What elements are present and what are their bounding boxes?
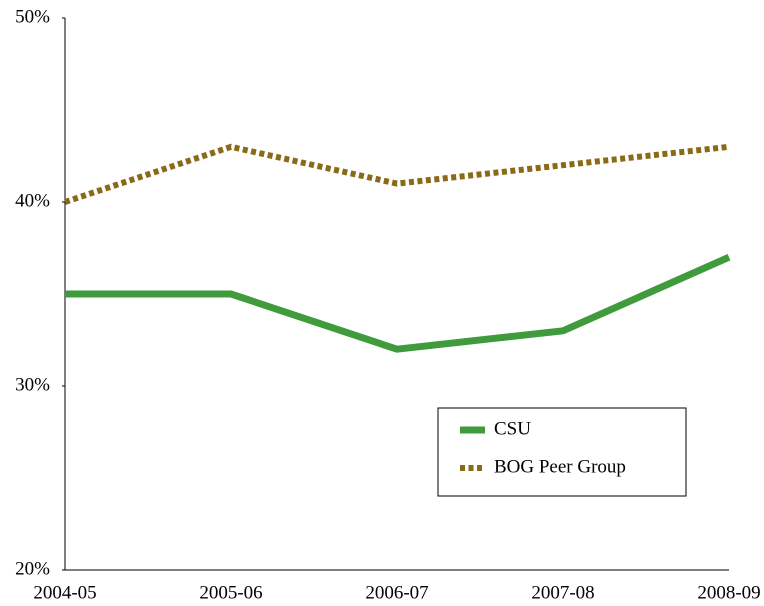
y-tick-label: 40%	[15, 190, 50, 211]
y-tick-label: 20%	[15, 558, 50, 579]
series-line	[65, 254, 731, 353]
legend-label: CSU	[494, 418, 531, 439]
x-tick-label: 2006-07	[365, 582, 428, 603]
x-tick-label: 2008-09	[697, 582, 760, 603]
x-tick-label: 2007-08	[531, 582, 594, 603]
legend	[437, 407, 687, 497]
x-tick-label: 2005-06	[199, 582, 262, 603]
y-tick-label: 30%	[15, 374, 50, 395]
series-line	[64, 143, 730, 205]
y-tick-label: 50%	[15, 6, 50, 27]
legend-label: BOG Peer Group	[494, 456, 626, 477]
x-tick-label: 2004-05	[33, 582, 96, 603]
